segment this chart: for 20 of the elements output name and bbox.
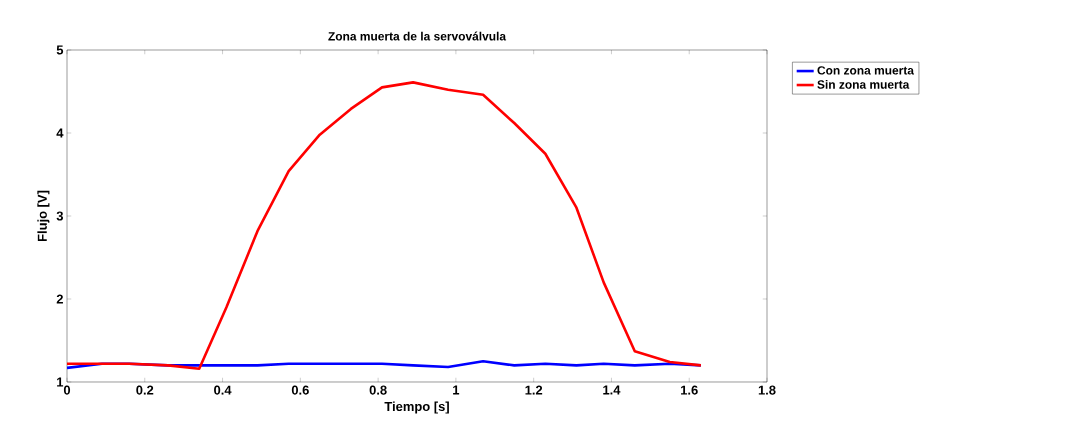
x-tick-label: 1 xyxy=(453,385,460,395)
x-tick-label: 0.4 xyxy=(214,385,232,395)
legend-label: Con zona muerta xyxy=(817,66,915,75)
x-tick-label: 1.6 xyxy=(681,385,698,395)
y-tick-label: 4 xyxy=(56,128,64,138)
x-tick-label: 0 xyxy=(63,385,71,395)
chart-title: Zona muerta de la servoválvula xyxy=(328,31,507,41)
y-tick-label: 1 xyxy=(57,377,64,387)
x-tick-label: 1.8 xyxy=(758,385,776,395)
x-tick-label: 0.2 xyxy=(136,385,154,395)
y-tick-label: 2 xyxy=(56,294,63,304)
x-tick-label: 0.8 xyxy=(369,385,387,395)
legend-label: Sin zona muerta xyxy=(817,79,910,89)
y-tick-label: 3 xyxy=(56,211,64,221)
y-axis-title: Flujo [V] xyxy=(37,190,50,242)
x-axis-title: Tiempo [s] xyxy=(384,401,449,414)
x-tick-label: 1.4 xyxy=(603,385,621,395)
x-tick-label: 0.6 xyxy=(291,385,309,395)
y-tick-label: 5 xyxy=(56,45,64,55)
x-tick-label: 1.2 xyxy=(525,385,543,395)
